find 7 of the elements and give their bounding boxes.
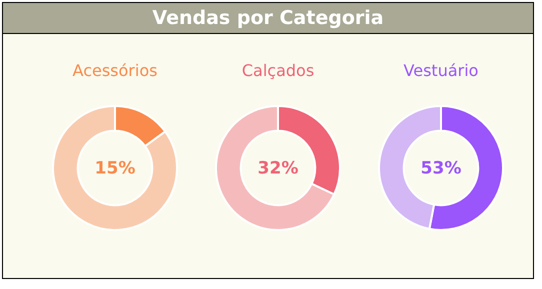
text: 15% [94,158,136,178]
chart-title: Vestuário [402,61,480,80]
text: Vendas por Categoria [3,3,533,34]
chart-title: Acessórios [72,61,158,80]
chart-title: Calçados [240,61,316,80]
text: 32% [258,158,298,178]
text: 53% [420,158,462,178]
